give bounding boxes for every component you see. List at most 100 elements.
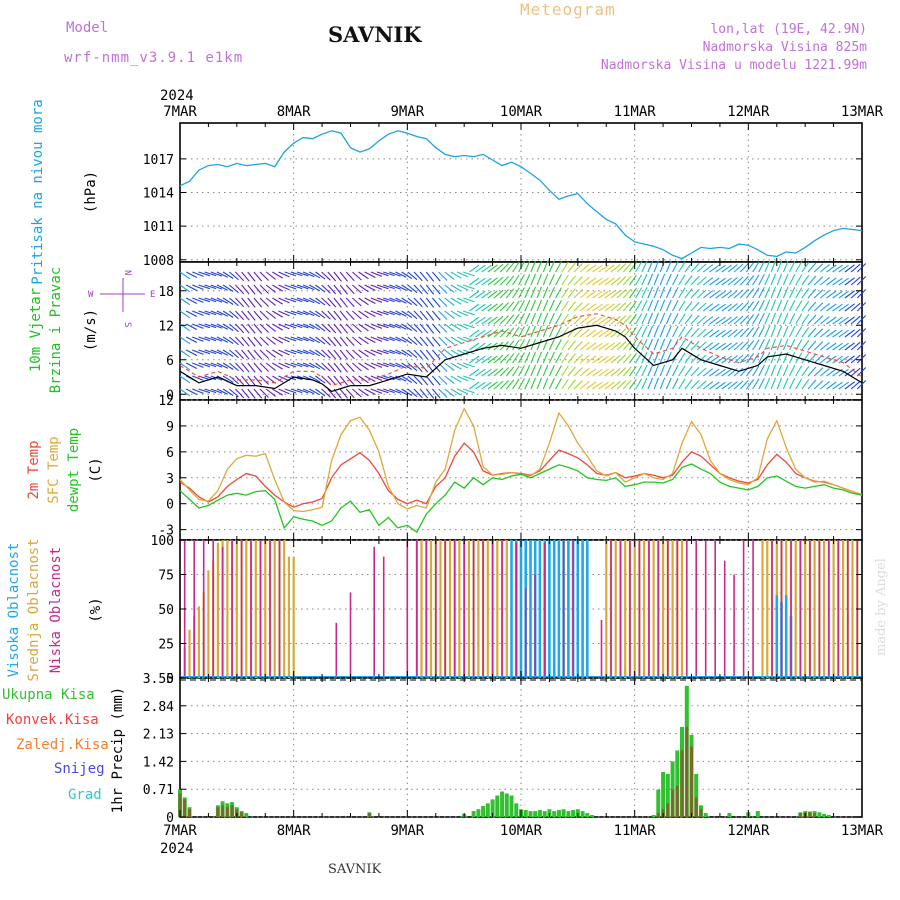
- wind-arrow: [653, 377, 660, 390]
- wind-arrow: [505, 262, 515, 273]
- wind-arrow: [179, 271, 191, 280]
- wind-arrow: [524, 312, 531, 325]
- wind-arrow: [425, 271, 435, 282]
- wind-arrow: [696, 276, 707, 286]
- wind-arrow: [407, 349, 418, 359]
- wind-arrow: [782, 260, 789, 273]
- wind-arrow: [709, 342, 720, 351]
- wind-arrow: [659, 273, 666, 286]
- wind-arrow: [481, 368, 492, 377]
- wind-arrow: [192, 284, 204, 290]
- wind-arrow: [745, 288, 755, 299]
- wind-arrow: [290, 388, 303, 394]
- wind-arrow: [327, 323, 337, 334]
- wind-arrow: [364, 323, 376, 330]
- wind-arrow: [721, 355, 732, 364]
- wind-arrow: [345, 362, 355, 373]
- wind-arrow: [592, 329, 603, 338]
- wind-arrow: [702, 368, 714, 377]
- wind-arrow: [555, 274, 562, 286]
- wind-arrow: [813, 315, 824, 325]
- wind-arrow: [659, 286, 666, 299]
- precip-bar-total: [727, 813, 732, 817]
- wind-arrow: [622, 314, 632, 325]
- wind-arrow: [370, 349, 383, 355]
- wind-arrow: [745, 340, 755, 351]
- precip-bar-conv: [699, 809, 703, 817]
- wind-arrow: [487, 277, 498, 286]
- wind-arrow: [389, 310, 401, 316]
- wind-arrow: [647, 325, 654, 338]
- wind-arrow: [801, 352, 810, 364]
- precip-bar-total: [509, 795, 514, 817]
- wind-arrow: [512, 326, 520, 338]
- wind-arrow: [782, 273, 789, 286]
- y-tick-label: 9: [166, 420, 174, 435]
- wind-arrow: [333, 349, 342, 360]
- wind-arrow: [265, 310, 276, 319]
- wind-arrow: [647, 377, 654, 390]
- wind-arrow: [789, 312, 796, 325]
- wind-arrow: [253, 310, 263, 321]
- wind-arrow: [204, 362, 217, 368]
- wind-arrow: [241, 375, 250, 386]
- wind-arrow: [721, 290, 732, 299]
- wind-arrow: [463, 284, 475, 290]
- wind-arrow: [327, 310, 337, 321]
- precip-bar-total: [755, 811, 760, 817]
- wind-arrow: [247, 375, 256, 386]
- wind-arrow: [641, 325, 648, 338]
- wind-arrow: [235, 349, 245, 360]
- wind-arrow: [352, 310, 362, 320]
- wind-arrow: [653, 364, 660, 377]
- wind-arrow: [838, 381, 849, 390]
- wind-arrow: [309, 362, 321, 370]
- precip-bar-total: [826, 815, 831, 817]
- wind-arrow: [216, 362, 229, 369]
- wind-arrow: [247, 388, 256, 399]
- wind-arrow: [499, 276, 509, 286]
- wind-arrow: [696, 263, 707, 273]
- wind-arrow: [684, 379, 693, 390]
- wind-arrow: [795, 300, 803, 312]
- wind-arrow: [789, 260, 796, 273]
- wind-arrow: [185, 349, 198, 356]
- wind-arrow: [733, 341, 744, 351]
- wind-arrow: [536, 325, 543, 338]
- wind-arrow: [425, 323, 435, 334]
- wind-arrow: [247, 271, 256, 282]
- wind-arrow: [536, 286, 543, 299]
- compass-e: E: [150, 290, 155, 300]
- wind-arrow: [401, 271, 413, 279]
- wind-arrow: [469, 355, 480, 364]
- wind-arrow: [690, 327, 700, 338]
- wind-arrow: [850, 276, 861, 286]
- wind-arrow: [819, 302, 830, 312]
- wind-arrow: [702, 277, 714, 286]
- wind-arrow: [813, 328, 824, 338]
- wind-arrow: [216, 271, 229, 278]
- wind-arrow: [463, 297, 475, 303]
- wind-arrow: [493, 367, 504, 377]
- wind-arrow: [789, 299, 796, 312]
- wind-arrow: [198, 349, 211, 355]
- wind-arrow: [770, 338, 777, 351]
- wind-arrow: [586, 368, 597, 377]
- wind-arrow: [463, 310, 475, 316]
- wind-arrow: [832, 303, 843, 312]
- wind-arrow: [296, 297, 309, 303]
- wind-arrow: [764, 377, 771, 390]
- wind-compass: W E N S: [88, 270, 155, 327]
- wind-arrow: [345, 284, 355, 295]
- temp-line-2: [179, 463, 863, 534]
- precip-bar-conv: [216, 807, 220, 817]
- wind-arrow: [370, 297, 383, 303]
- wind-arrow: [376, 284, 389, 290]
- wind-arrow: [296, 349, 309, 355]
- wind-arrow: [321, 388, 331, 398]
- wind-arrow: [819, 276, 830, 286]
- wind-arrow: [647, 312, 654, 325]
- wind-arrow: [481, 381, 492, 390]
- wind-arrow: [431, 349, 441, 360]
- wind-arrow: [789, 338, 796, 351]
